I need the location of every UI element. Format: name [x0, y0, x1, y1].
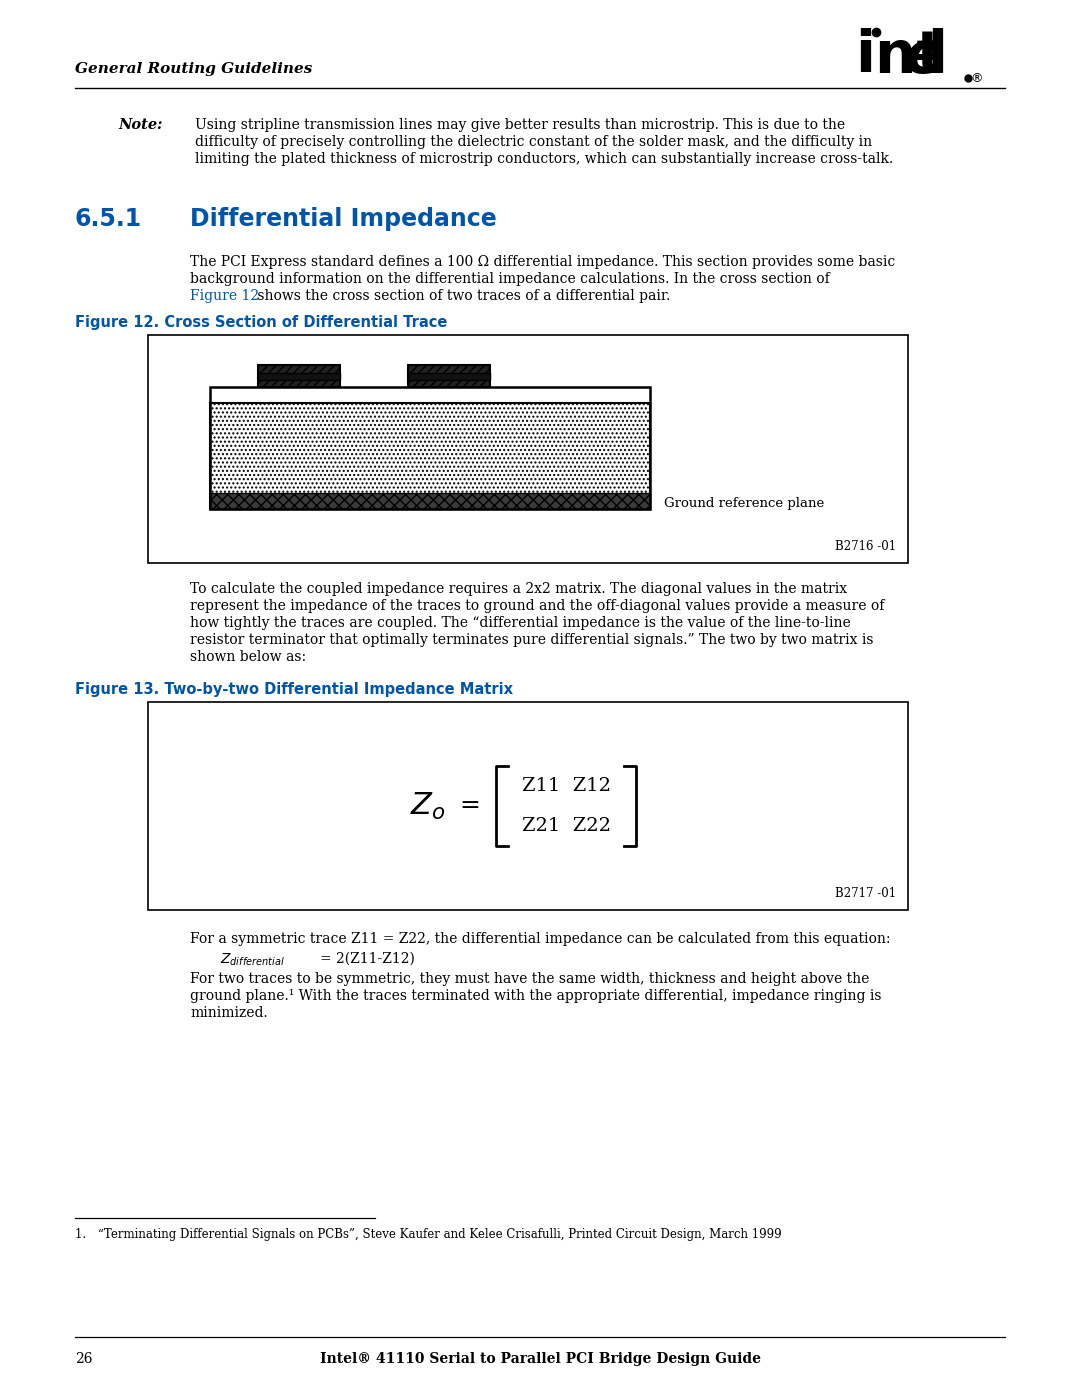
Text: ®: ®: [970, 73, 983, 85]
Bar: [148, 703, 908, 909]
Bar: [408, 365, 490, 387]
Text: =: =: [460, 795, 481, 817]
Text: Z21  Z22: Z21 Z22: [522, 817, 610, 835]
Text: Ground reference plane: Ground reference plane: [664, 496, 824, 510]
Bar: [210, 402, 650, 509]
Bar: [258, 365, 340, 387]
Bar: [210, 493, 650, 509]
Text: Note:: Note:: [118, 117, 162, 131]
Text: Using stripline transmission lines may give better results than microstrip. This: Using stripline transmission lines may g…: [195, 117, 846, 131]
Text: ground plane.¹ With the traces terminated with the appropriate differential, imp: ground plane.¹ With the traces terminate…: [190, 989, 881, 1003]
Text: $Z_{differential}$: $Z_{differential}$: [220, 951, 285, 968]
Text: background information on the differential impedance calculations. In the cross : background information on the differenti…: [190, 272, 829, 286]
Bar: [408, 373, 490, 380]
Text: General Routing Guidelines: General Routing Guidelines: [75, 61, 312, 75]
Text: For two traces to be symmetric, they must have the same width, thickness and hei: For two traces to be symmetric, they mus…: [190, 972, 869, 986]
Text: int: int: [855, 28, 944, 85]
Text: resistor terminator that optimally terminates pure differential signals.” The tw: resistor terminator that optimally termi…: [190, 633, 874, 647]
Text: difficulty of precisely controlling the dielectric constant of the solder mask, : difficulty of precisely controlling the …: [195, 136, 873, 149]
Text: how tightly the traces are coupled. The “differential impedance is the value of : how tightly the traces are coupled. The …: [190, 616, 851, 630]
Text: Figure 12. Cross Section of Differential Trace: Figure 12. Cross Section of Differential…: [75, 314, 447, 330]
Text: shows the cross section of two traces of a differential pair.: shows the cross section of two traces of…: [253, 289, 671, 303]
Bar: [210, 387, 650, 509]
Text: l: l: [927, 28, 947, 85]
Text: The PCI Express standard defines a 100 Ω differential impedance. This section pr: The PCI Express standard defines a 100 Ω…: [190, 256, 895, 270]
Text: To calculate the coupled impedance requires a 2x2 matrix. The diagonal values in: To calculate the coupled impedance requi…: [190, 583, 847, 597]
Text: limiting the plated thickness of microstrip conductors, which can substantially : limiting the plated thickness of microst…: [195, 152, 893, 166]
Text: Figure 13. Two-by-two Differential Impedance Matrix: Figure 13. Two-by-two Differential Imped…: [75, 682, 513, 697]
Text: 6.5.1: 6.5.1: [75, 207, 143, 231]
Text: Figure 12: Figure 12: [190, 289, 259, 303]
Text: = 2(Z11-Z12): = 2(Z11-Z12): [320, 951, 415, 965]
Text: Differential Impedance: Differential Impedance: [190, 207, 497, 231]
Bar: [148, 335, 908, 563]
Text: minimized.: minimized.: [190, 1006, 268, 1020]
Text: B2717 -01: B2717 -01: [835, 887, 896, 900]
Text: 1. “Terminating Differential Signals on PCBs”, Steve Kaufer and Kelee Crisafulli: 1. “Terminating Differential Signals on …: [75, 1228, 782, 1241]
Text: Z11  Z12: Z11 Z12: [522, 777, 610, 795]
Text: shown below as:: shown below as:: [190, 650, 306, 664]
Text: Intel® 41110 Serial to Parallel PCI Bridge Design Guide: Intel® 41110 Serial to Parallel PCI Brid…: [320, 1352, 760, 1366]
Text: 26: 26: [75, 1352, 93, 1366]
Text: e: e: [905, 28, 945, 85]
Text: For a symmetric trace Z11 = Z22, the differential impedance can be calculated fr: For a symmetric trace Z11 = Z22, the dif…: [190, 932, 891, 946]
Text: $Z_o$: $Z_o$: [410, 791, 446, 821]
Text: represent the impedance of the traces to ground and the off-diagonal values prov: represent the impedance of the traces to…: [190, 599, 885, 613]
Text: B2716 -01: B2716 -01: [835, 541, 896, 553]
Bar: [258, 373, 340, 380]
